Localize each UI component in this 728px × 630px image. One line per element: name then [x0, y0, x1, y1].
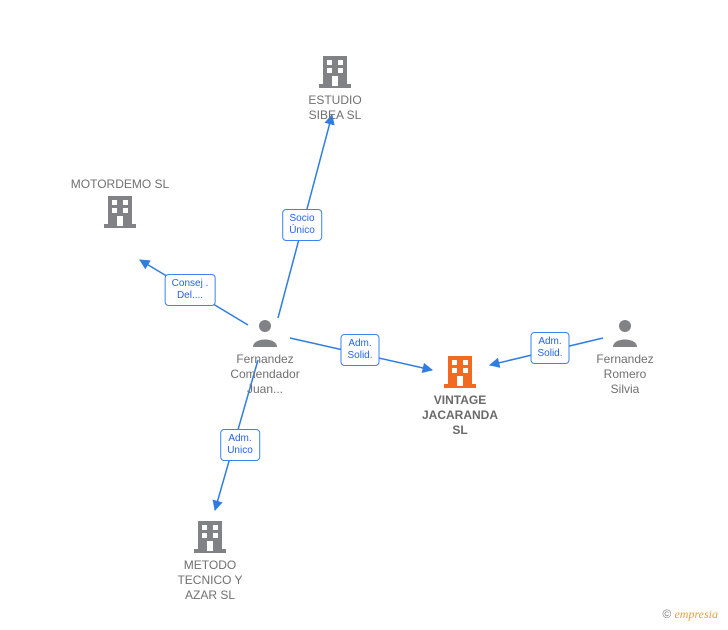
node-metodo[interactable]: METODO TECNICO Y AZAR SL: [140, 517, 280, 603]
edge-label-e2: Consej . Del....: [165, 274, 216, 306]
building-icon: [317, 52, 353, 93]
node-label: Fernandez Romero Silvia: [555, 352, 695, 397]
node-vintage[interactable]: VINTAGE JACARANDA SL: [390, 352, 530, 438]
building-icon: [192, 517, 228, 558]
node-label: METODO TECNICO Y AZAR SL: [140, 558, 280, 603]
node-estudio[interactable]: ESTUDIO SIBEA SL: [265, 52, 405, 123]
node-motordemo[interactable]: MOTORDEMO SL: [50, 177, 190, 233]
building-icon: [442, 352, 478, 393]
person-icon: [610, 317, 640, 352]
edge-label-e3: Adm. Solid.: [340, 334, 379, 366]
node-label: Fernandez Comendador Juan...: [195, 352, 335, 397]
diagram-stage: Socio Único Consej . Del.... Adm. Solid.…: [0, 0, 728, 630]
node-fernandez-silvia[interactable]: Fernandez Romero Silvia: [555, 317, 695, 397]
copyright-symbol: ©: [662, 607, 671, 621]
node-label: VINTAGE JACARANDA SL: [390, 393, 530, 438]
node-label: ESTUDIO SIBEA SL: [265, 93, 405, 123]
watermark: © empresia: [662, 607, 718, 622]
edge-label-e4: Adm. Unico: [220, 429, 260, 461]
brand-name: empresia: [674, 607, 718, 621]
edge-label-e1: Socio Único: [282, 209, 322, 241]
person-icon: [250, 317, 280, 352]
node-label: MOTORDEMO SL: [50, 177, 190, 192]
node-fernandez-juan[interactable]: Fernandez Comendador Juan...: [195, 317, 335, 397]
building-icon: [102, 192, 138, 233]
